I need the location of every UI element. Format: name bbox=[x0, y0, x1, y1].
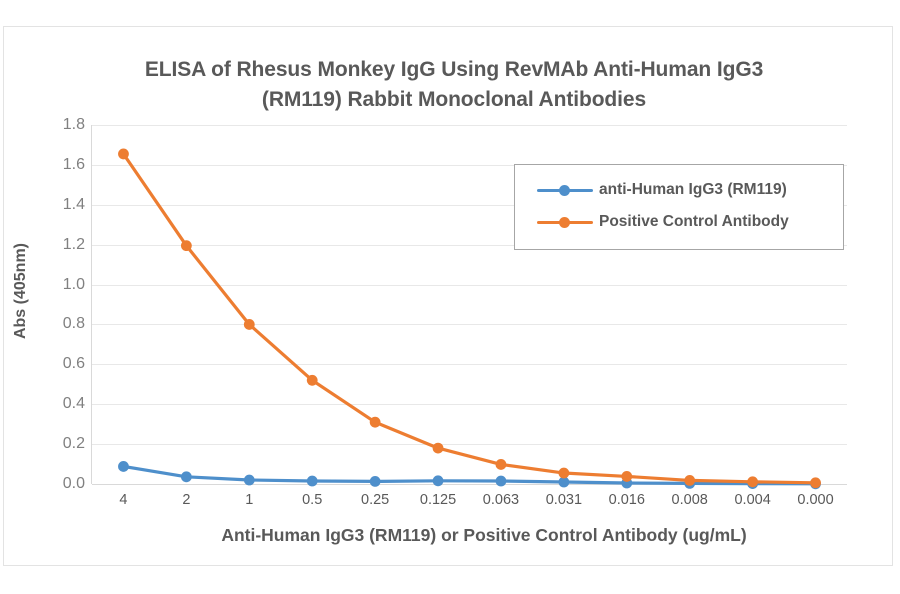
x-tick-label: 0.000 bbox=[797, 492, 834, 508]
legend-label-series-1: Positive Control Antibody bbox=[599, 213, 789, 230]
x-tick-label: 0.125 bbox=[419, 492, 457, 508]
x-tick-label: 0.063 bbox=[482, 492, 520, 508]
y-tick-label: 1.6 bbox=[62, 155, 85, 173]
x-tick-label: 0.008 bbox=[671, 492, 708, 508]
data-point-marker bbox=[432, 442, 444, 454]
gridline bbox=[92, 244, 847, 246]
data-point-marker bbox=[369, 416, 381, 428]
data-point-marker bbox=[621, 471, 633, 482]
data-point-marker bbox=[810, 477, 821, 489]
series-line bbox=[121, 152, 818, 485]
data-point-marker bbox=[495, 459, 507, 470]
data-point-marker bbox=[747, 476, 759, 488]
gridline bbox=[92, 164, 847, 166]
x-tick-label: 4 bbox=[119, 492, 128, 508]
data-point-marker bbox=[306, 475, 318, 487]
y-axis-line bbox=[91, 125, 92, 484]
x-tick-label: 0.004 bbox=[734, 492, 771, 508]
gridline bbox=[92, 324, 847, 326]
y-tick-label: 1.4 bbox=[62, 195, 85, 213]
chart-card: ELISA of Rhesus Monkey IgG Using RevMAb … bbox=[3, 26, 893, 566]
data-point-marker bbox=[118, 148, 129, 160]
data-point-marker bbox=[306, 374, 318, 386]
plot-area: 0.0 0.2 0.4 0.6 0.8 1.0 1.2 1.4 1.6 1.8 4 2 1 0.5 0.2… bbox=[63, 116, 847, 508]
gridline bbox=[92, 125, 847, 126]
x-tick-label: 1 bbox=[245, 492, 254, 508]
gridline bbox=[92, 284, 847, 286]
gridline bbox=[92, 204, 847, 206]
y-tick-label: 0.0 bbox=[62, 475, 85, 492]
legend-item-series-0[interactable]: anti-Human IgG3 (RM119) bbox=[515, 174, 843, 206]
x-tick-label: 2 bbox=[182, 492, 191, 508]
gridline bbox=[92, 364, 847, 366]
data-point-marker bbox=[180, 471, 192, 483]
data-point-marker bbox=[243, 319, 255, 330]
data-point-marker bbox=[369, 476, 381, 487]
x-tick-label: 0.25 bbox=[361, 492, 390, 508]
data-point-marker bbox=[684, 475, 696, 486]
gridline bbox=[92, 484, 847, 485]
plot-wrapper: Abs (405nm) Anti-Human IgG3 (RM119) or P… bbox=[4, 27, 894, 567]
series-plot bbox=[118, 148, 821, 490]
y-tick-label: 1.8 bbox=[62, 116, 85, 133]
data-point-marker bbox=[432, 475, 444, 487]
y-tick-label: 0.8 bbox=[62, 315, 85, 333]
x-axis-title: Anti-Human IgG3 (RM119) or Positive Cont… bbox=[221, 525, 747, 545]
legend-marker-icon-series-0 bbox=[537, 183, 593, 197]
gridline bbox=[92, 404, 847, 406]
legend-marker-icon-series-1 bbox=[537, 215, 593, 229]
y-tick-label: 1.2 bbox=[62, 235, 85, 253]
x-tick-label: 0.031 bbox=[545, 492, 583, 508]
data-point-marker bbox=[118, 461, 129, 472]
y-tick-label: 1.0 bbox=[62, 275, 85, 293]
data-point-marker bbox=[243, 474, 255, 486]
y-tick-label: 0.6 bbox=[62, 355, 85, 373]
data-point-marker bbox=[558, 476, 570, 488]
chart-title-line-1: ELISA of Rhesus Monkey IgG Using RevMAb … bbox=[144, 58, 764, 81]
chart-title-line-2: (RM119) Rabbit Monoclonal Antibodies bbox=[261, 88, 647, 112]
gridline bbox=[92, 444, 847, 446]
x-tick-label: 0.016 bbox=[608, 492, 645, 508]
data-point-marker bbox=[180, 240, 192, 252]
legend-label-series-0: anti-Human IgG3 (RM119) bbox=[599, 181, 787, 198]
y-tick-label: 0.2 bbox=[62, 435, 85, 453]
x-tick-label: 0.5 bbox=[302, 492, 323, 508]
data-point-marker bbox=[495, 475, 507, 487]
chart-legend: anti-Human IgG3 (RM119) Positive Control… bbox=[514, 164, 844, 250]
y-tick-label: 0.4 bbox=[62, 395, 85, 413]
series-line bbox=[121, 464, 818, 486]
legend-item-series-1[interactable]: Positive Control Antibody bbox=[515, 206, 843, 238]
y-axis-title: Abs (405nm) bbox=[12, 242, 29, 340]
data-point-marker bbox=[558, 467, 570, 479]
chart-title: ELISA of Rhesus Monkey IgG Using RevMAb … bbox=[64, 55, 844, 116]
